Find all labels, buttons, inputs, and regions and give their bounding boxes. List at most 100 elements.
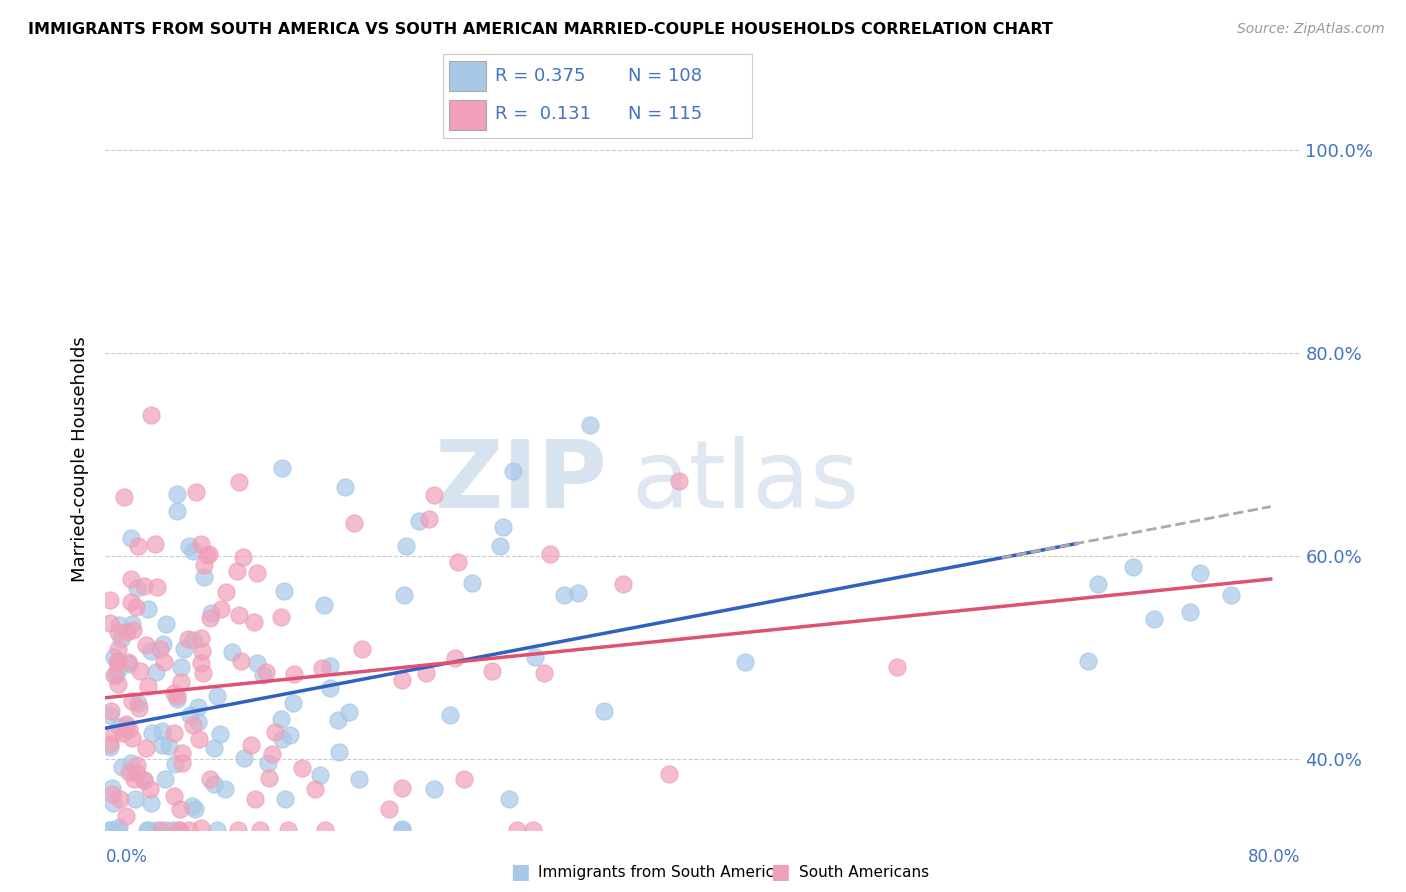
Point	[105, 656, 128, 670]
Point	[98, 739, 121, 754]
Point	[395, 539, 418, 553]
Point	[127, 696, 149, 710]
Point	[110, 792, 132, 806]
Point	[190, 631, 212, 645]
Text: N = 115: N = 115	[628, 105, 703, 123]
Point	[115, 809, 138, 823]
Point	[567, 586, 589, 600]
Point	[124, 599, 146, 614]
Point	[101, 796, 124, 810]
Point	[157, 739, 180, 754]
Point	[127, 581, 149, 595]
Y-axis label: Married-couple Households: Married-couple Households	[72, 336, 90, 582]
Point	[115, 716, 138, 731]
Point	[105, 668, 128, 682]
Point	[312, 598, 335, 612]
Point	[498, 792, 520, 806]
Point	[232, 549, 254, 564]
Point	[202, 777, 225, 791]
Point	[232, 751, 254, 765]
Point	[127, 757, 149, 772]
Point	[149, 641, 172, 656]
Point	[150, 723, 173, 738]
Point	[101, 781, 124, 796]
Point	[98, 615, 121, 630]
Point	[257, 756, 280, 770]
Point	[502, 464, 524, 478]
Point	[592, 704, 614, 718]
Point	[262, 747, 284, 761]
Point	[98, 737, 121, 751]
Text: R =  0.131: R = 0.131	[495, 105, 592, 123]
Point	[193, 558, 215, 573]
Point	[136, 602, 159, 616]
Point	[134, 773, 156, 788]
Point	[163, 726, 186, 740]
Point	[333, 480, 356, 494]
Point	[153, 656, 176, 670]
Text: 0.0%: 0.0%	[105, 847, 148, 866]
Point	[107, 676, 129, 690]
Point	[107, 663, 129, 677]
Point	[190, 821, 212, 835]
Point	[461, 576, 484, 591]
Point	[120, 572, 142, 586]
Text: ■: ■	[770, 863, 790, 882]
Text: R = 0.375: R = 0.375	[495, 67, 586, 85]
Point	[114, 719, 136, 733]
Point	[270, 461, 292, 475]
Point	[252, 668, 274, 682]
Point	[176, 632, 198, 647]
Point	[103, 650, 125, 665]
Point	[1188, 566, 1211, 580]
Point	[326, 714, 349, 728]
Point	[135, 638, 157, 652]
Point	[190, 644, 212, 658]
Point	[184, 485, 207, 500]
Point	[309, 767, 332, 781]
Point	[115, 624, 138, 639]
Point	[112, 726, 135, 740]
Point	[226, 822, 249, 837]
Point	[177, 822, 200, 837]
Bar	[449, 100, 486, 130]
Point	[107, 822, 129, 837]
Point	[524, 649, 547, 664]
Point	[538, 547, 561, 561]
Point	[173, 641, 195, 656]
Point	[107, 641, 129, 656]
Point	[169, 802, 191, 816]
Point	[146, 580, 169, 594]
Point	[170, 674, 193, 689]
Point	[163, 789, 186, 804]
Point	[122, 772, 145, 786]
Point	[195, 548, 218, 562]
Text: IMMIGRANTS FROM SOUTH AMERICA VS SOUTH AMERICAN MARRIED-COUPLE HOUSEHOLDS CORREL: IMMIGRANTS FROM SOUTH AMERICA VS SOUTH A…	[28, 22, 1053, 37]
Point	[226, 564, 249, 578]
Point	[391, 822, 413, 837]
Point	[162, 822, 184, 837]
Point	[270, 712, 292, 726]
Point	[143, 537, 166, 551]
Point	[319, 658, 342, 673]
Point	[579, 417, 602, 432]
Point	[319, 681, 342, 695]
Point	[149, 822, 172, 837]
Point	[408, 515, 430, 529]
Point	[150, 738, 173, 752]
Point	[228, 608, 250, 623]
Point	[231, 654, 253, 668]
Point	[271, 731, 294, 746]
Point	[127, 539, 149, 553]
Point	[135, 741, 157, 756]
Point	[135, 822, 157, 837]
Point	[100, 704, 122, 718]
Point	[243, 792, 266, 806]
Point	[214, 782, 236, 797]
Point	[152, 637, 174, 651]
Point	[107, 624, 129, 639]
Point	[391, 781, 413, 796]
Point	[181, 632, 204, 647]
Point	[111, 760, 134, 774]
Point	[139, 782, 162, 797]
